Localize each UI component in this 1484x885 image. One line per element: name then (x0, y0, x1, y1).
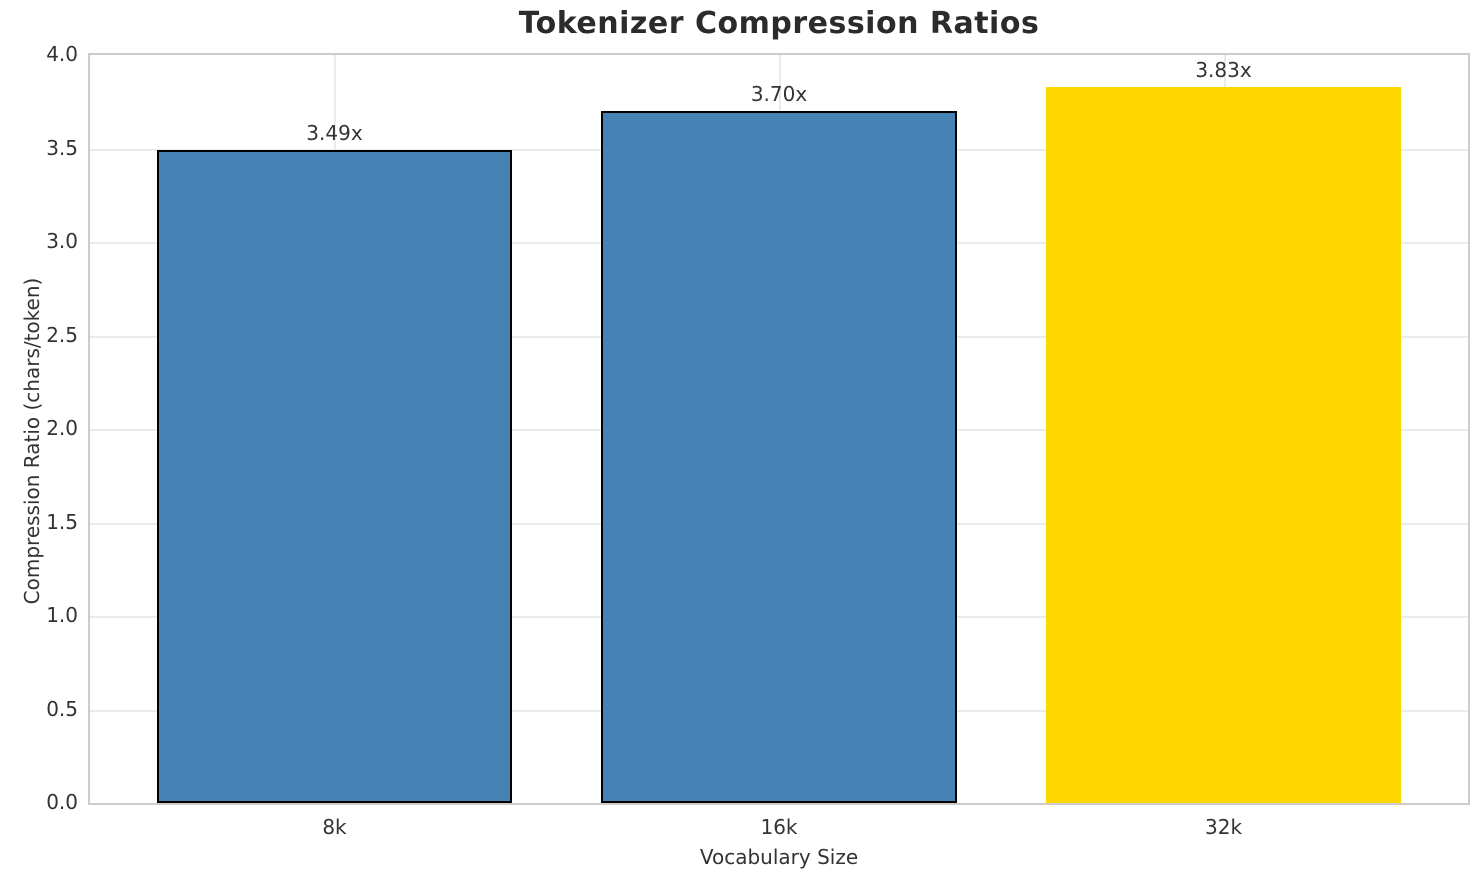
plot-area: 0.0 0.5 1.0 1.5 2.0 2.5 3.0 3.5 4.0 3.49x 8k 3.70x 1… (46, 42, 1470, 839)
y-tick-label: 2.0 (46, 416, 78, 440)
y-tick-label: 3.5 (46, 135, 78, 160)
bar-value-label: 3.70x (750, 82, 808, 107)
y-tick-label: 3.0 (46, 229, 78, 253)
y-tick-label: 0.0 (46, 790, 78, 814)
y-axis-title: Compression Ratio (chars/token) (20, 277, 44, 605)
chart-title: Tokenizer Compression Ratios (518, 6, 1040, 41)
bar-16k (601, 111, 957, 803)
y-tick-label: 2.5 (46, 322, 78, 347)
y-tick-label: 1.0 (46, 603, 78, 627)
y-tick-label: 4.0 (46, 42, 78, 66)
bar-32k (1045, 86, 1402, 803)
y-tick-label: 0.5 (46, 696, 78, 721)
x-axis-title: Vocabulary Size (699, 845, 859, 869)
bar-8k (156, 150, 513, 803)
x-tick-label: 16k (760, 815, 798, 839)
x-tick-label: 8k (322, 815, 347, 839)
x-tick-label: 32k (1205, 815, 1243, 839)
bar-value-label: 3.83x (1195, 57, 1252, 82)
y-tick-label: 1.5 (46, 509, 78, 534)
bar-value-label: 3.49x (306, 121, 363, 146)
